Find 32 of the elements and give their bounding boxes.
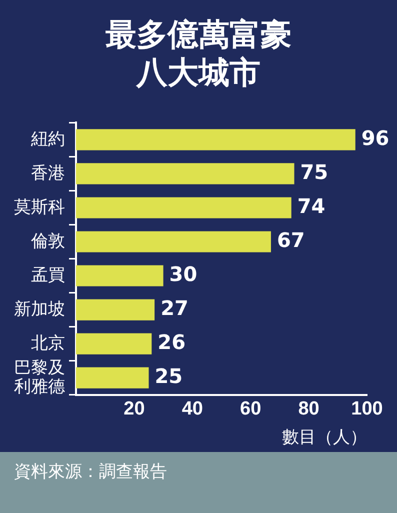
y-tick-label: 莫斯科	[14, 197, 65, 216]
y-tick-label: 紐約	[30, 129, 65, 148]
x-tick-label: 20	[124, 398, 145, 420]
x-tick-label: 40	[182, 398, 203, 420]
data-label: 67	[276, 228, 305, 252]
data-label: 96	[361, 126, 390, 150]
data-label: 74	[297, 194, 326, 218]
chart-title: 最多億萬富豪八大城市	[104, 16, 292, 93]
data-label: 75	[300, 160, 328, 184]
bar	[76, 197, 292, 218]
bar	[76, 333, 152, 354]
x-tick-label: 80	[298, 398, 320, 420]
y-tick-label: 孟買	[31, 265, 65, 284]
y-tick-label: 倫敦	[30, 231, 65, 250]
bar	[76, 129, 356, 150]
x-tick-label: 100	[351, 398, 383, 420]
bar	[76, 367, 149, 388]
y-tick-label: 新加坡	[14, 299, 65, 318]
data-label: 25	[154, 364, 183, 388]
y-tick-label: 香港	[31, 163, 65, 182]
x-axis-title: 數目（人）	[282, 427, 367, 446]
data-label: 30	[169, 262, 198, 286]
bar	[76, 299, 155, 320]
data-label: 27	[160, 296, 188, 320]
bar	[76, 231, 271, 252]
x-tick-label: 60	[240, 398, 262, 420]
bar	[76, 163, 294, 184]
y-tick-label: 巴黎及利雅德	[14, 358, 65, 396]
source-note: 資料來源：調查報告	[0, 452, 397, 513]
data-label: 26	[158, 330, 186, 354]
bar	[76, 265, 164, 286]
y-tick-label: 北京	[31, 333, 65, 352]
